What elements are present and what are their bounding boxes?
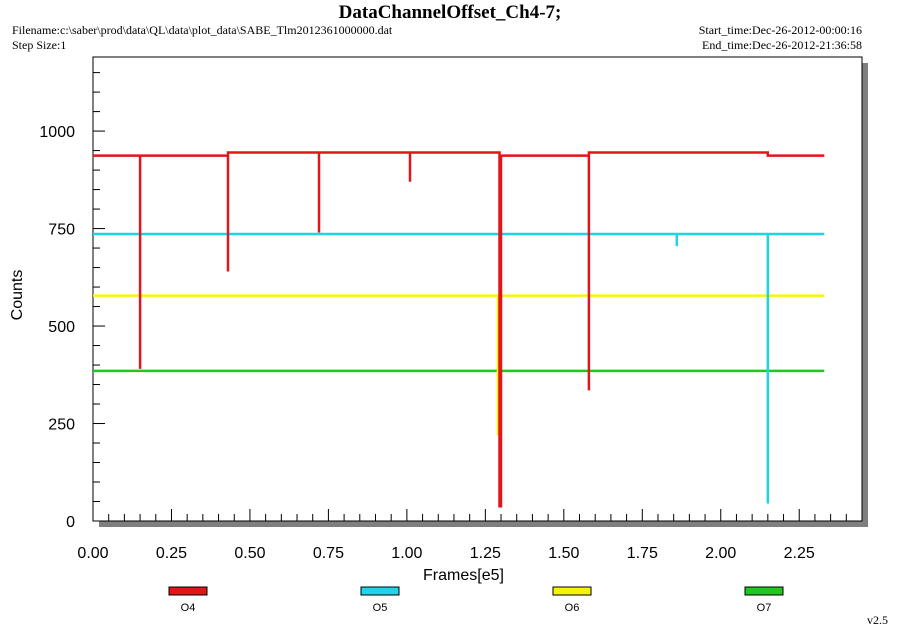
x-tick-label: 0.50: [234, 545, 265, 562]
axis-layer: 0.00 0.25 0.50 0.75 1.00 1.25 1.50 1.75 2.00 2.25…: [39, 72, 863, 562]
step-size-label: Step Size:1: [12, 38, 67, 52]
y-tick-label: 1000: [39, 124, 75, 141]
plot-area: [92, 56, 863, 522]
legend-label-o6: O6: [565, 602, 580, 614]
legend-swatch-o4: [168, 586, 208, 596]
x-tick-label: 1.00: [391, 545, 422, 562]
legend-label-o4: O4: [181, 602, 196, 614]
y-tick-label: 750: [48, 222, 75, 239]
y-tick-label: 250: [48, 417, 75, 434]
x-tick-label: 0.75: [313, 545, 344, 562]
legend-label-o7: O7: [757, 602, 772, 614]
series-line-o6: [93, 294, 825, 436]
x-tick-label: 0.25: [156, 545, 187, 562]
chart-title: DataChannelOffset_Ch4-7;: [338, 2, 562, 23]
x-tick-label: 1.25: [470, 545, 501, 562]
filename-label: Filename:c:\saber\prod\data\QL\data\plot…: [12, 23, 393, 37]
legend-swatch-o6: [552, 586, 592, 596]
legend-label-o5: O5: [373, 602, 388, 614]
y-tick-label: 500: [48, 319, 75, 336]
legend-swatch-o5: [360, 586, 400, 596]
x-tick-label: 2.00: [705, 545, 736, 562]
x-tick-label: 1.50: [548, 545, 579, 562]
series-layer: [93, 151, 825, 508]
y-tick-label: 0: [66, 514, 75, 531]
x-tick-label: 1.75: [627, 545, 658, 562]
series-line-o5: [93, 232, 825, 504]
series-line-o4: [93, 151, 825, 508]
start-time-label: Start_time:Dec-26-2012-00:00:16: [698, 23, 862, 37]
x-axis-label: Frames[e5]: [423, 567, 504, 584]
legend: O4 O5 O6 O7: [168, 586, 784, 614]
end-time-label: End_time:Dec-26-2012-21:36:58: [702, 38, 862, 52]
x-tick-label: 2.25: [784, 545, 815, 562]
y-axis-label: Counts: [9, 270, 26, 321]
version-label: v2.5: [867, 613, 888, 627]
x-tick-label: 0.00: [77, 545, 108, 562]
legend-swatch-o7: [744, 586, 784, 596]
